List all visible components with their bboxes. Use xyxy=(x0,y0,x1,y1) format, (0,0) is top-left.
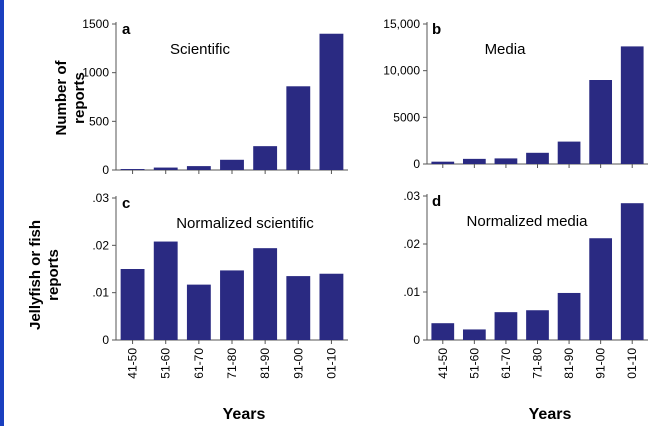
frame-edge xyxy=(0,0,4,426)
bar-a-91-00 xyxy=(286,86,311,170)
ytick-label-d: .02 xyxy=(403,237,420,251)
bar-d-01-10 xyxy=(620,203,644,340)
xtick-label-d: 71-80 xyxy=(531,348,545,379)
xlabel-left: Years xyxy=(223,406,266,423)
panel-title-d: Normalized media xyxy=(467,213,589,230)
bar-b-81-90 xyxy=(557,141,581,164)
ytick-label-b: 5000 xyxy=(393,110,420,124)
bar-b-41-50 xyxy=(431,161,455,164)
ytick-label-d: 0 xyxy=(413,333,420,347)
xtick-label-c: 51-60 xyxy=(159,348,173,379)
ytick-label-a: 1500 xyxy=(82,17,109,31)
bar-c-81-90 xyxy=(253,248,278,340)
bar-a-51-60 xyxy=(153,167,178,170)
xtick-label-d: 91-00 xyxy=(594,348,608,379)
bar-b-01-10 xyxy=(620,46,644,164)
bar-a-71-80 xyxy=(220,159,244,170)
xtick-label-c: 81-90 xyxy=(258,348,272,379)
xtick-label-c: 01-10 xyxy=(324,348,338,379)
ytick-label-a: 500 xyxy=(89,114,109,128)
bar-c-41-50 xyxy=(120,269,145,340)
ytick-label-b: 10,000 xyxy=(383,64,420,78)
xtick-label-d: 81-90 xyxy=(562,348,576,379)
bar-c-51-60 xyxy=(153,241,178,340)
ytick-label-c: .03 xyxy=(92,191,109,205)
ytick-label-c: .01 xyxy=(92,286,109,300)
panel-c: 0 .01 .02 .03 41-50 51-60 61-70 71-80 81-90 91-00… xyxy=(92,191,348,379)
panel-letter-b: b xyxy=(432,21,441,38)
panel-a: 0 500 1000 1500 a Scientific xyxy=(82,17,348,177)
panel-letter-d: d xyxy=(432,193,441,210)
xtick-label-d: 41-50 xyxy=(436,348,450,379)
bar-a-81-90 xyxy=(253,146,278,170)
xtick-label-c: 61-70 xyxy=(192,348,206,379)
ytick-label-a: 1000 xyxy=(82,66,109,80)
xtick-label-c: 41-50 xyxy=(126,348,140,379)
panel-title-b: Media xyxy=(485,41,527,58)
bar-c-91-00 xyxy=(286,276,311,340)
ytick-label-c: .02 xyxy=(92,238,109,252)
bar-b-51-60 xyxy=(462,158,486,164)
ytick-label-d: .01 xyxy=(403,285,420,299)
ytick-label-a: 0 xyxy=(102,163,109,177)
bar-a-41-50 xyxy=(120,169,145,170)
ytick-label-c: 0 xyxy=(102,333,109,347)
xtick-label-d: 01-10 xyxy=(625,348,639,379)
ylabel-top-line2: reports xyxy=(71,72,88,124)
xlabel-right: Years xyxy=(529,406,572,423)
xtick-label-c: 71-80 xyxy=(225,348,239,379)
chart-panels: 0 500 1000 1500 a Scientific 0 5000 10,000 15,000… xyxy=(82,17,648,379)
ytick-label-b: 0 xyxy=(413,157,420,171)
ylabel-top-line1: Number of xyxy=(53,59,70,135)
xtick-label-d: 51-60 xyxy=(467,348,481,379)
bar-b-71-80 xyxy=(526,152,549,164)
panel-title-a: Scientific xyxy=(170,41,231,58)
ytick-label-b: 15,000 xyxy=(383,17,420,31)
bar-c-71-80 xyxy=(220,270,244,340)
bar-d-81-90 xyxy=(557,292,581,340)
xtick-label-c: 91-00 xyxy=(291,348,305,379)
ytick-label-d: .03 xyxy=(403,189,420,203)
bar-d-51-60 xyxy=(462,329,486,340)
bar-c-01-10 xyxy=(319,273,344,340)
panel-title-c: Normalized scientific xyxy=(176,215,314,232)
panel-letter-a: a xyxy=(122,21,131,38)
panel-d: 0 .01 .02 .03 41-50 51-60 61-70 71-80 81-90 91-00… xyxy=(403,189,648,379)
xtick-label-d: 61-70 xyxy=(499,348,513,379)
bar-d-91-00 xyxy=(589,238,613,340)
bar-c-61-70 xyxy=(186,284,211,340)
panel-b: 0 5000 10,000 15,000 b Media xyxy=(383,17,648,171)
ylabel-bottom-line1: Jellyfish or fish xyxy=(27,220,44,330)
bar-d-41-50 xyxy=(431,323,455,340)
ylabel-bottom-line2: reports xyxy=(45,249,62,301)
bar-a-61-70 xyxy=(186,166,211,170)
panel-letter-c: c xyxy=(122,195,130,212)
bar-d-71-80 xyxy=(526,310,549,340)
bar-b-91-00 xyxy=(589,80,613,164)
bar-b-61-70 xyxy=(494,158,518,164)
bar-a-01-10 xyxy=(319,33,344,170)
bar-d-61-70 xyxy=(494,312,518,340)
